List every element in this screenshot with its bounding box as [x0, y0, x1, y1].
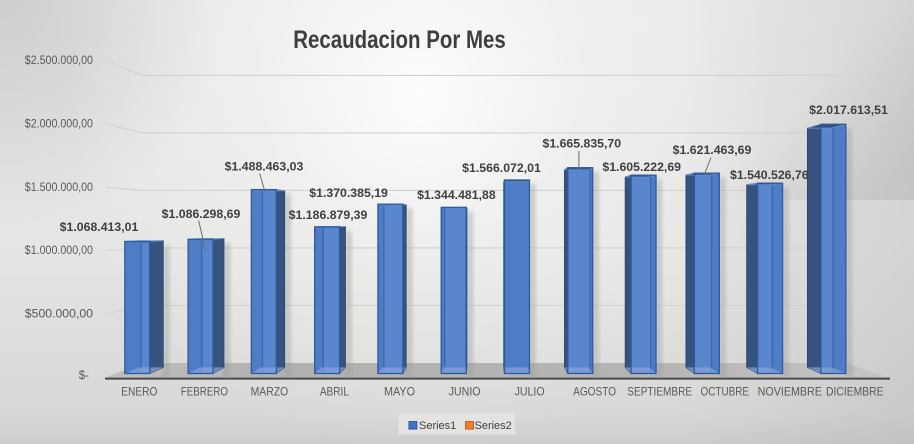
- svg-text:SEPTIEMBRE: SEPTIEMBRE: [627, 385, 692, 399]
- svg-text:$1.500.000,00: $1.500.000,00: [25, 182, 93, 194]
- svg-text:NOVIEMBRE: NOVIEMBRE: [758, 385, 822, 399]
- svg-text:$1.344.481,88: $1.344.481,88: [417, 190, 496, 202]
- svg-text:$1.370.385,19: $1.370.385,19: [309, 188, 388, 200]
- svg-text:ABRIL: ABRIL: [320, 385, 349, 399]
- svg-text:$1.086.298,69: $1.086.298,69: [162, 209, 241, 221]
- svg-text:$2.500.000,00: $2.500.000,00: [25, 55, 93, 67]
- svg-text:JUNIO: JUNIO: [449, 385, 481, 399]
- svg-text:$1.665.835,70: $1.665.835,70: [543, 139, 622, 151]
- svg-text:$1.488.463,03: $1.488.463,03: [225, 162, 304, 174]
- svg-text:$1.566.072,01: $1.566.072,01: [462, 163, 541, 175]
- svg-text:Series2: Series2: [475, 420, 512, 432]
- svg-text:Recaudacion Por Mes: Recaudacion Por Mes: [293, 26, 506, 54]
- svg-text:MAYO: MAYO: [384, 385, 415, 399]
- svg-text:$1.540.526,76: $1.540.526,76: [730, 170, 809, 182]
- svg-text:AGOSTO: AGOSTO: [573, 385, 616, 399]
- svg-text:OCTUBRE: OCTUBRE: [701, 385, 750, 399]
- svg-text:$1.186.879,39: $1.186.879,39: [289, 210, 368, 222]
- svg-text:$1.621.463,69: $1.621.463,69: [673, 145, 752, 157]
- svg-text:$2.000.000,00: $2.000.000,00: [25, 118, 93, 130]
- svg-text:Series1: Series1: [419, 420, 456, 432]
- svg-text:ENERO: ENERO: [121, 385, 157, 399]
- svg-text:$1.068.413,01: $1.068.413,01: [60, 222, 139, 234]
- svg-text:$1.000.000,00: $1.000.000,00: [25, 245, 93, 257]
- svg-text:$2.017.613,51: $2.017.613,51: [809, 105, 888, 117]
- svg-text:$1.605.222,69: $1.605.222,69: [602, 162, 681, 174]
- svg-text:MARZO: MARZO: [251, 385, 289, 399]
- svg-text:JULIO: JULIO: [515, 385, 545, 399]
- svg-text:$-: $-: [79, 370, 89, 382]
- svg-text:FEBRERO: FEBRERO: [181, 385, 228, 399]
- svg-text:$500.000,00: $500.000,00: [25, 309, 93, 321]
- svg-text:DICIEMBRE: DICIEMBRE: [826, 385, 884, 399]
